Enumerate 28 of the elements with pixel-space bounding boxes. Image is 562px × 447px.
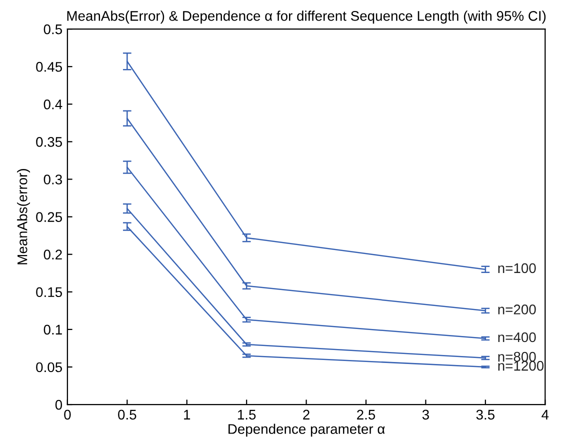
y-tick-label: 0.5: [44, 24, 62, 34]
series-label: n=1200: [498, 360, 544, 371]
x-axis-title: Dependence parameter α: [228, 424, 385, 437]
y-tick-label: 0.45: [36, 62, 62, 72]
y-tick-label: 0.3: [44, 174, 62, 184]
y-tick-label: 0.15: [36, 287, 62, 298]
x-tick-label: 3: [422, 410, 429, 420]
x-tick-label: 0: [64, 410, 71, 420]
series-label: n=400: [498, 332, 536, 342]
x-tick-label: 2.5: [357, 410, 376, 420]
x-tick-label: 2: [303, 410, 310, 420]
x-tick-label: 3.5: [476, 410, 494, 420]
series-label: n=100: [498, 263, 536, 274]
y-tick-label: 0.2: [44, 250, 62, 260]
chart-title: MeanAbs(Error) & Dependence α for different Sequence Length (with 95% CI): [67, 10, 546, 24]
y-axis-title: MeanAbs(error): [17, 169, 30, 264]
x-tick-label: 4: [542, 410, 549, 420]
series-label: n=800: [498, 352, 536, 362]
y-tick-label: 0.4: [44, 99, 62, 110]
series-label: n=200: [498, 304, 536, 314]
x-tick-label: 0.5: [118, 410, 136, 420]
y-tick-label: 0: [55, 400, 62, 410]
y-tick-label: 0.05: [36, 362, 62, 372]
x-tick-label: 1.5: [238, 410, 256, 420]
y-tick-label: 0.25: [36, 212, 62, 222]
x-tick-label: 1: [184, 410, 190, 420]
y-tick-label: 0.35: [36, 137, 62, 147]
y-tick-label: 0.1: [44, 324, 62, 335]
